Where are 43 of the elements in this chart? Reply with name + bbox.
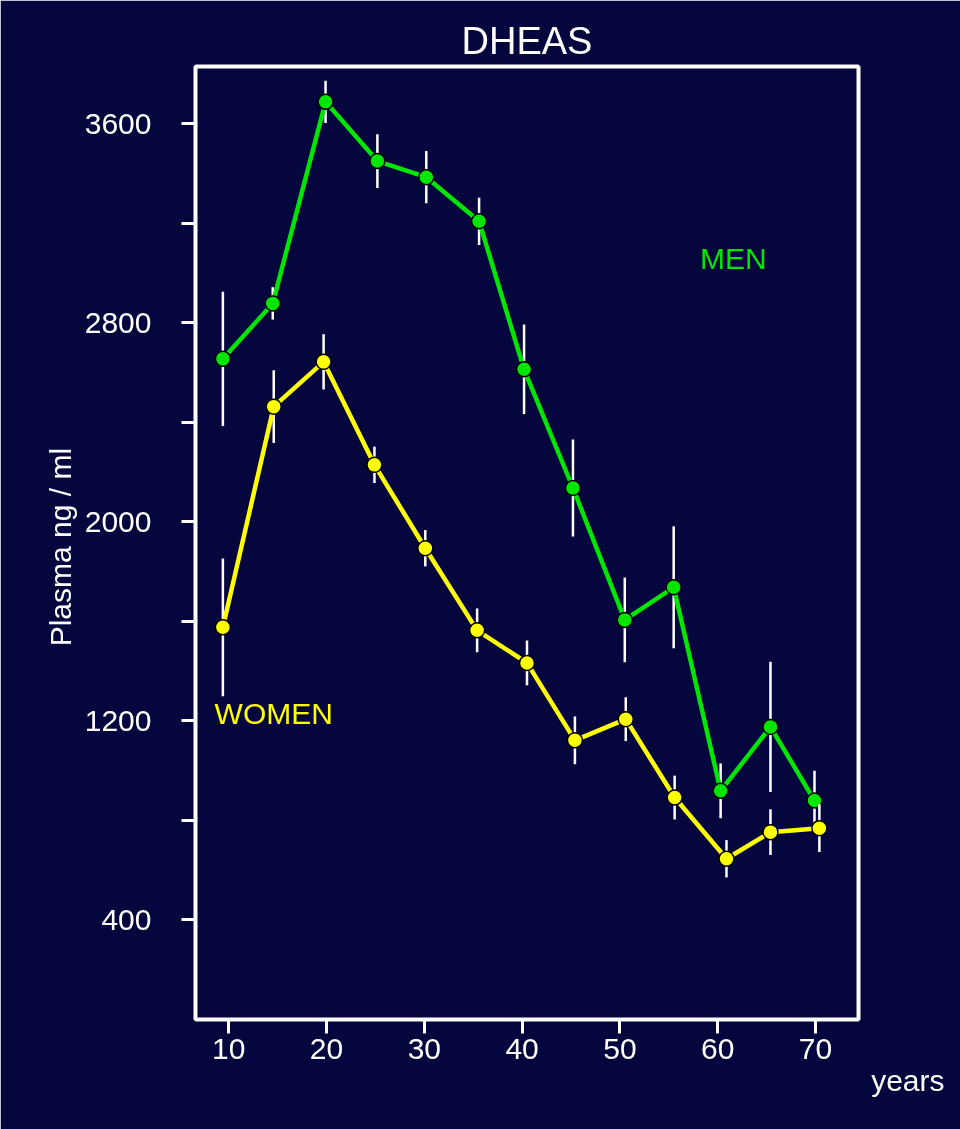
x-axis-title: years bbox=[871, 1063, 945, 1097]
point bbox=[468, 622, 486, 639]
y-tick-label: 400 bbox=[101, 902, 152, 936]
point bbox=[214, 619, 232, 636]
y-tick-label: 1200 bbox=[84, 703, 152, 737]
y-axis-title: Plasma ng / ml bbox=[43, 447, 77, 647]
point bbox=[470, 213, 488, 230]
x-tick-label: 10 bbox=[212, 1031, 246, 1065]
point bbox=[515, 361, 533, 378]
point bbox=[665, 579, 682, 596]
point bbox=[806, 792, 823, 809]
point bbox=[264, 295, 281, 312]
point bbox=[417, 539, 434, 557]
point bbox=[616, 611, 634, 629]
x-tick-label: 70 bbox=[798, 1031, 833, 1065]
point bbox=[366, 456, 383, 474]
x-tick-label: 50 bbox=[603, 1031, 637, 1065]
point bbox=[315, 353, 332, 371]
point bbox=[762, 718, 779, 736]
text: WOMEN bbox=[214, 696, 333, 730]
chart-title: DHEAS bbox=[461, 19, 593, 62]
point bbox=[518, 654, 536, 672]
point bbox=[369, 152, 386, 170]
x-tick-label: 30 bbox=[407, 1031, 442, 1065]
point bbox=[811, 819, 828, 837]
x-tick-label: 20 bbox=[309, 1031, 344, 1065]
point bbox=[718, 850, 735, 867]
point bbox=[564, 479, 582, 497]
point bbox=[712, 782, 729, 800]
y-tick-label: 3600 bbox=[84, 106, 152, 140]
x-tick-label: 60 bbox=[701, 1031, 735, 1065]
point bbox=[214, 350, 232, 368]
point bbox=[617, 710, 635, 728]
point bbox=[418, 168, 435, 186]
point bbox=[666, 789, 683, 806]
point bbox=[762, 823, 779, 841]
point bbox=[265, 398, 282, 415]
point bbox=[317, 93, 334, 111]
point bbox=[566, 732, 584, 749]
x-tick-label: 40 bbox=[505, 1031, 539, 1065]
y-tick-label: 2800 bbox=[84, 305, 152, 339]
y-tick-label: 2000 bbox=[84, 504, 152, 538]
text: MEN bbox=[700, 242, 767, 276]
